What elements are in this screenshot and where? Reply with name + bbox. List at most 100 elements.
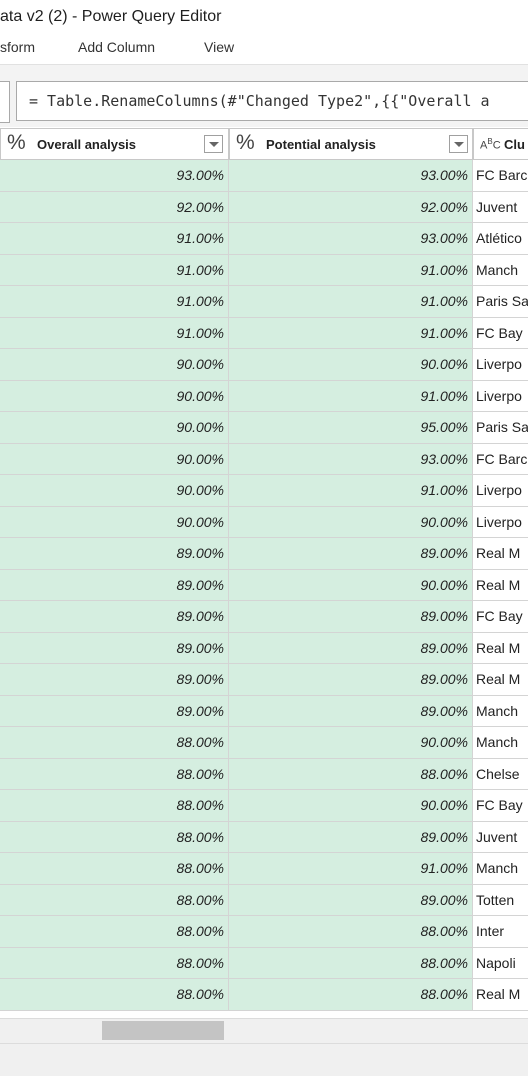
cell-club[interactable]: Paris Sa bbox=[473, 286, 528, 318]
cell-overall-analysis[interactable]: 88.00% bbox=[0, 790, 229, 822]
cell-potential-analysis[interactable]: 89.00% bbox=[229, 884, 473, 916]
cell-overall-analysis[interactable]: 88.00% bbox=[0, 884, 229, 916]
table-row[interactable]: 90.00% 91.00% Liverpo bbox=[0, 380, 528, 412]
cell-potential-analysis[interactable]: 90.00% bbox=[229, 349, 473, 381]
cell-potential-analysis[interactable]: 89.00% bbox=[229, 538, 473, 570]
cell-potential-analysis[interactable]: 89.00% bbox=[229, 821, 473, 853]
cell-club[interactable]: Real M bbox=[473, 979, 528, 1011]
cell-overall-analysis[interactable]: 91.00% bbox=[0, 286, 229, 318]
cell-overall-analysis[interactable]: 91.00% bbox=[0, 254, 229, 286]
cell-club[interactable]: FC Bay bbox=[473, 317, 528, 349]
table-row[interactable]: 88.00% 89.00% Totten bbox=[0, 884, 528, 916]
cell-club[interactable]: Atlético bbox=[473, 223, 528, 255]
cell-potential-analysis[interactable]: 91.00% bbox=[229, 286, 473, 318]
cell-overall-analysis[interactable]: 88.00% bbox=[0, 916, 229, 948]
percentage-type-icon[interactable]: % bbox=[7, 131, 26, 154]
cell-club[interactable]: Manch bbox=[473, 695, 528, 727]
cell-overall-analysis[interactable]: 90.00% bbox=[0, 412, 229, 444]
cell-club[interactable]: FC Bay bbox=[473, 601, 528, 633]
table-row[interactable]: 88.00% 88.00% Chelse bbox=[0, 758, 528, 790]
table-row[interactable]: 88.00% 90.00% FC Bay bbox=[0, 790, 528, 822]
cell-overall-analysis[interactable]: 90.00% bbox=[0, 475, 229, 507]
table-row[interactable]: 90.00% 95.00% Paris Sa bbox=[0, 412, 528, 444]
cell-potential-analysis[interactable]: 89.00% bbox=[229, 695, 473, 727]
table-row[interactable]: 91.00% 91.00% Paris Sa bbox=[0, 286, 528, 318]
cell-potential-analysis[interactable]: 91.00% bbox=[229, 475, 473, 507]
cell-potential-analysis[interactable]: 93.00% bbox=[229, 443, 473, 475]
cell-club[interactable]: Juvent bbox=[473, 191, 528, 223]
cell-overall-analysis[interactable]: 89.00% bbox=[0, 569, 229, 601]
cell-club[interactable]: Liverpo bbox=[473, 475, 528, 507]
table-row[interactable]: 88.00% 89.00% Juvent bbox=[0, 821, 528, 853]
column-header-potential-analysis[interactable]: % Potential analysis bbox=[229, 128, 473, 160]
cell-potential-analysis[interactable]: 88.00% bbox=[229, 947, 473, 979]
cell-potential-analysis[interactable]: 89.00% bbox=[229, 664, 473, 696]
cell-potential-analysis[interactable]: 93.00% bbox=[229, 223, 473, 255]
cell-potential-analysis[interactable]: 91.00% bbox=[229, 380, 473, 412]
cell-potential-analysis[interactable]: 91.00% bbox=[229, 317, 473, 349]
table-row[interactable]: 88.00% 88.00% Inter bbox=[0, 916, 528, 948]
table-row[interactable]: 89.00% 90.00% Real M bbox=[0, 569, 528, 601]
cell-club[interactable]: FC Barc bbox=[473, 160, 528, 192]
cell-potential-analysis[interactable]: 88.00% bbox=[229, 979, 473, 1011]
column-header-overall-analysis[interactable]: % Overall analysis bbox=[0, 128, 229, 160]
cell-overall-analysis[interactable]: 88.00% bbox=[0, 853, 229, 885]
table-row[interactable]: 91.00% 91.00% Manch bbox=[0, 254, 528, 286]
cell-club[interactable]: Liverpo bbox=[473, 380, 528, 412]
cell-potential-analysis[interactable]: 90.00% bbox=[229, 569, 473, 601]
cell-overall-analysis[interactable]: 93.00% bbox=[0, 160, 229, 192]
tab-view[interactable]: View bbox=[204, 39, 235, 55]
cell-overall-analysis[interactable]: 89.00% bbox=[0, 601, 229, 633]
cell-club[interactable]: Liverpo bbox=[473, 506, 528, 538]
cell-potential-analysis[interactable]: 91.00% bbox=[229, 853, 473, 885]
cell-club[interactable]: Inter bbox=[473, 916, 528, 948]
table-row[interactable]: 88.00% 88.00% Real M bbox=[0, 979, 528, 1011]
cell-club[interactable]: Real M bbox=[473, 632, 528, 664]
table-row[interactable]: 90.00% 91.00% Liverpo bbox=[0, 475, 528, 507]
cell-overall-analysis[interactable]: 90.00% bbox=[0, 380, 229, 412]
filter-dropdown-icon[interactable] bbox=[204, 135, 223, 153]
cell-overall-analysis[interactable]: 89.00% bbox=[0, 664, 229, 696]
cell-club[interactable]: Manch bbox=[473, 853, 528, 885]
table-row[interactable]: 93.00% 93.00% FC Barc bbox=[0, 160, 528, 192]
cell-overall-analysis[interactable]: 91.00% bbox=[0, 223, 229, 255]
table-row[interactable]: 88.00% 90.00% Manch bbox=[0, 727, 528, 759]
scrollbar-thumb[interactable] bbox=[102, 1021, 224, 1040]
cell-club[interactable]: Real M bbox=[473, 538, 528, 570]
cell-overall-analysis[interactable]: 90.00% bbox=[0, 349, 229, 381]
table-row[interactable]: 88.00% 91.00% Manch bbox=[0, 853, 528, 885]
cell-overall-analysis[interactable]: 88.00% bbox=[0, 727, 229, 759]
cell-potential-analysis[interactable]: 93.00% bbox=[229, 160, 473, 192]
cell-overall-analysis[interactable]: 88.00% bbox=[0, 821, 229, 853]
table-row[interactable]: 89.00% 89.00% Manch bbox=[0, 695, 528, 727]
formula-bar-toggle[interactable] bbox=[0, 81, 10, 123]
cell-overall-analysis[interactable]: 88.00% bbox=[0, 947, 229, 979]
cell-potential-analysis[interactable]: 90.00% bbox=[229, 506, 473, 538]
cell-club[interactable]: Chelse bbox=[473, 758, 528, 790]
cell-club[interactable]: Paris Sa bbox=[473, 412, 528, 444]
cell-potential-analysis[interactable]: 90.00% bbox=[229, 727, 473, 759]
cell-overall-analysis[interactable]: 88.00% bbox=[0, 979, 229, 1011]
cell-overall-analysis[interactable]: 88.00% bbox=[0, 758, 229, 790]
cell-overall-analysis[interactable]: 89.00% bbox=[0, 632, 229, 664]
cell-club[interactable]: Manch bbox=[473, 254, 528, 286]
table-row[interactable]: 90.00% 93.00% FC Barc bbox=[0, 443, 528, 475]
cell-potential-analysis[interactable]: 92.00% bbox=[229, 191, 473, 223]
cell-overall-analysis[interactable]: 89.00% bbox=[0, 695, 229, 727]
cell-potential-analysis[interactable]: 89.00% bbox=[229, 601, 473, 633]
cell-club[interactable]: Napoli bbox=[473, 947, 528, 979]
table-row[interactable]: 91.00% 93.00% Atlético bbox=[0, 223, 528, 255]
cell-overall-analysis[interactable]: 92.00% bbox=[0, 191, 229, 223]
table-row[interactable]: 89.00% 89.00% FC Bay bbox=[0, 601, 528, 633]
percentage-type-icon[interactable]: % bbox=[236, 131, 255, 154]
cell-overall-analysis[interactable]: 89.00% bbox=[0, 538, 229, 570]
cell-club[interactable]: FC Bay bbox=[473, 790, 528, 822]
table-row[interactable]: 91.00% 91.00% FC Bay bbox=[0, 317, 528, 349]
filter-dropdown-icon[interactable] bbox=[449, 135, 468, 153]
cell-club[interactable]: Juvent bbox=[473, 821, 528, 853]
column-header-club[interactable]: ABC Clu bbox=[473, 128, 528, 160]
tab-add-column[interactable]: Add Column bbox=[78, 39, 156, 55]
table-row[interactable]: 89.00% 89.00% Real M bbox=[0, 664, 528, 696]
table-row[interactable]: 92.00% 92.00% Juvent bbox=[0, 191, 528, 223]
cell-potential-analysis[interactable]: 88.00% bbox=[229, 916, 473, 948]
